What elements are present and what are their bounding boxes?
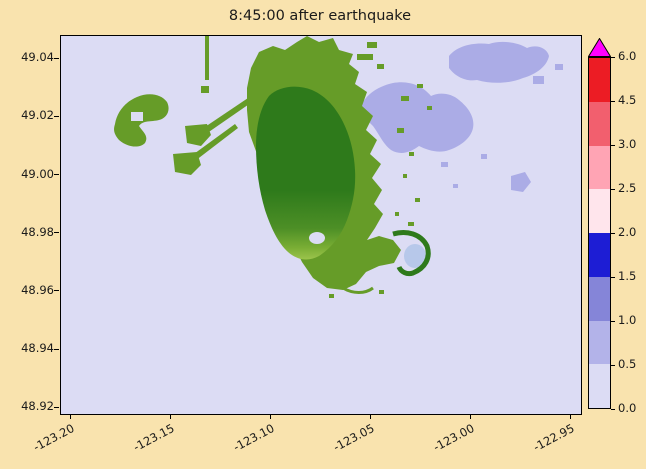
y-tick-mark — [54, 348, 59, 350]
colorbar-tick-label: 0.5 — [618, 357, 637, 371]
lagoon — [309, 232, 325, 244]
colorbar-tick-label: 0.0 — [618, 401, 637, 415]
y-tick-label: 48.96 — [21, 282, 54, 297]
colorbar-tick-label: 6.0 — [618, 49, 637, 63]
colorbar-tick-mark — [611, 276, 615, 278]
y-tick-label: 49.04 — [21, 50, 54, 65]
colorbar-tick-mark — [611, 320, 615, 322]
y-tick-mark — [54, 115, 59, 117]
colorbar-tick-mark — [611, 364, 615, 366]
map-canvas — [61, 36, 581, 414]
colorbar-tick-label: 3.0 — [618, 137, 637, 151]
colorbar-tick-mark — [611, 144, 615, 146]
coastal-islets — [329, 42, 432, 298]
y-tick-mark — [54, 290, 59, 292]
colorbar-segment — [589, 58, 610, 102]
x-tick-mark — [169, 414, 171, 419]
colorbar-segment — [589, 364, 610, 408]
colorbar-tick-mark — [611, 232, 615, 234]
colorbar-segment — [589, 145, 610, 190]
port-terminal — [173, 152, 201, 175]
ferry-jetty — [199, 96, 255, 136]
x-tick-label: -123.10 — [230, 421, 277, 455]
lowland-interior — [256, 86, 356, 260]
x-tick-mark — [369, 414, 371, 419]
coastal-hook — [392, 230, 431, 277]
y-tick-label: 48.98 — [21, 224, 54, 239]
y-tick-label: 49.02 — [21, 108, 54, 123]
y-tick-mark — [54, 174, 59, 176]
colorbar-segment — [589, 320, 610, 365]
bay-water-patch — [404, 244, 426, 268]
y-tick-label: 48.92 — [21, 399, 54, 414]
shallow-water-patches — [361, 41, 563, 192]
colorbar-tick-label: 2.5 — [618, 181, 637, 195]
colorbar-segment — [589, 233, 610, 277]
colorbar — [588, 57, 611, 409]
x-tick-mark — [569, 414, 571, 419]
x-tick-mark — [69, 414, 71, 419]
colorbar-tick-mark — [611, 188, 615, 190]
y-tick-label: 48.94 — [21, 341, 54, 356]
y-tick-mark — [54, 232, 59, 234]
ferry-terminal — [185, 124, 211, 146]
sand-spit — [342, 286, 374, 294]
river-channel — [205, 36, 209, 80]
colorbar-segment — [589, 189, 610, 233]
x-tick-mark — [269, 414, 271, 419]
terminal-basin — [131, 112, 143, 121]
x-tick-label: -123.15 — [130, 421, 177, 455]
colorbar-tick-mark — [611, 56, 615, 58]
port-jetty — [187, 124, 238, 164]
plot-area — [60, 35, 582, 415]
colorbar-tick-label: 1.0 — [618, 313, 637, 327]
colorbar-segment — [589, 101, 610, 146]
colorbar-tick-mark — [611, 100, 615, 102]
y-tick-mark — [54, 57, 59, 59]
x-tick-mark — [469, 414, 471, 419]
y-tick-label: 49.00 — [21, 166, 54, 181]
colorbar-tick-mark — [611, 408, 615, 410]
colorbar-tick-label: 4.5 — [618, 93, 637, 107]
x-tick-label: -123.00 — [430, 421, 477, 455]
x-tick-label: -123.05 — [330, 421, 377, 455]
colorbar-tick-label: 2.0 — [618, 225, 637, 239]
colorbar-tick-label: 1.5 — [618, 269, 637, 283]
plot-title: 8:45:00 after earthquake — [228, 8, 412, 24]
colorbar-segment — [589, 276, 610, 321]
colorbar-extend-arrow — [588, 38, 611, 57]
y-tick-mark — [54, 406, 59, 408]
x-tick-label: -123.20 — [30, 421, 77, 455]
x-tick-label: -122.95 — [530, 421, 577, 455]
